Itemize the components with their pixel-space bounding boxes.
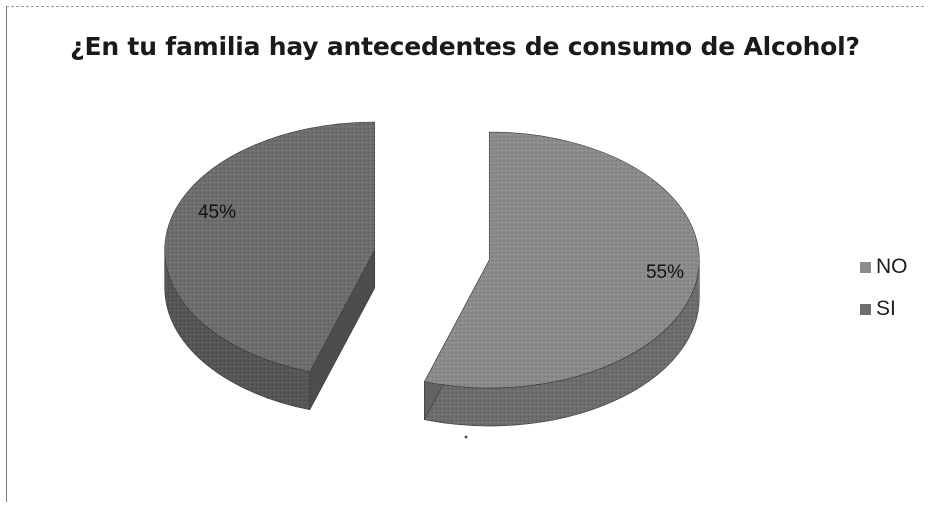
data-label-si: 45% [198, 202, 236, 223]
slice-texture-si [164, 122, 375, 372]
legend-label-si: SI [876, 297, 896, 320]
legend-swatch-no [860, 261, 871, 273]
slice-texture-no [424, 131, 700, 388]
slice-side-texture-no-0 [424, 259, 700, 426]
legend-item-si: SI [860, 297, 908, 321]
speck [464, 435, 468, 439]
data-label-no: 55% [646, 262, 684, 283]
legend-item-no: NO [860, 255, 908, 279]
legend-label-no: NO [876, 255, 908, 278]
chart-title: ¿En tu familia hay antecedentes de consu… [70, 32, 860, 61]
slice-side-texture-si-0 [164, 250, 310, 410]
legend: NO SI [860, 255, 908, 339]
legend-swatch-si [860, 303, 871, 315]
